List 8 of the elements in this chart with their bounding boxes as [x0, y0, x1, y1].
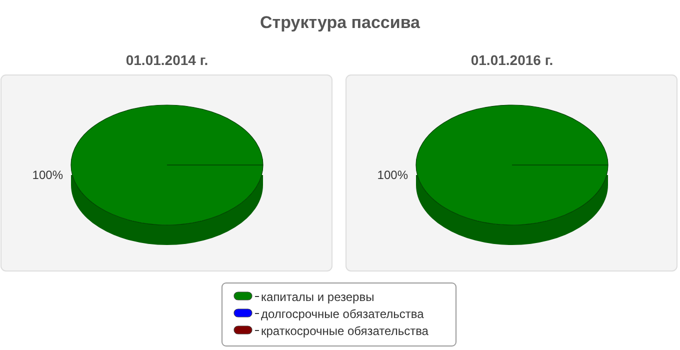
legend-label: долгосрочные обязательства: [261, 307, 424, 321]
data-label: 100%: [377, 168, 408, 182]
chart-subtitle: 01.01.2014 г.: [126, 52, 208, 68]
legend-label: краткосрочные обязательства: [261, 324, 429, 338]
slice-label: капиталы и резервы: [261, 290, 374, 304]
chart-subtitle: 01.01.2016 г.: [470, 52, 554, 68]
data-label: 100%: [32, 168, 64, 182]
chart-title: Структура пассива: [260, 13, 421, 32]
